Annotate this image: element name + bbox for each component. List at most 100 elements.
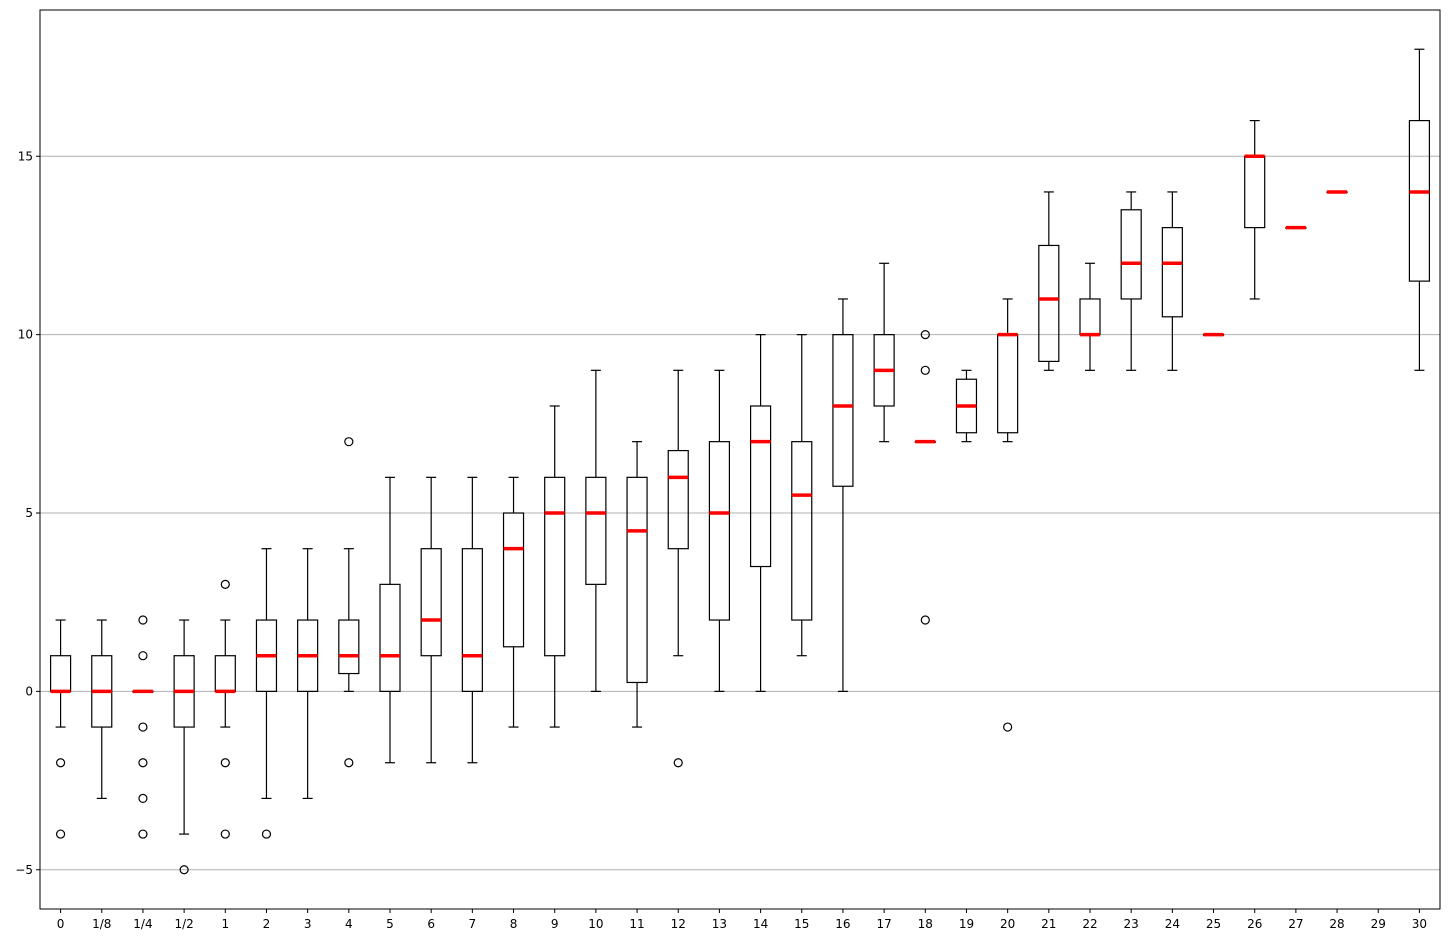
x-tick-label: 6	[427, 917, 435, 931]
box-10	[585, 369, 607, 692]
box-body	[544, 476, 566, 657]
box-body	[1408, 119, 1431, 282]
box-13	[708, 369, 731, 692]
box-body	[791, 441, 813, 621]
box-18	[914, 330, 936, 625]
outlier-point	[220, 829, 230, 839]
box-0	[49, 619, 72, 839]
box-9	[544, 405, 566, 728]
box-body	[626, 476, 648, 684]
box-26	[1244, 119, 1266, 300]
box-3	[297, 548, 319, 800]
outlier-point	[179, 865, 189, 875]
x-tick-label: 15	[794, 917, 809, 931]
x-tick-label: 27	[1288, 917, 1303, 931]
x-tick-label: 5	[386, 917, 394, 931]
outlier-point	[55, 829, 66, 839]
box-body	[49, 655, 72, 692]
x-tick-label: 22	[1082, 917, 1097, 931]
y-tick-label: 0	[25, 684, 33, 698]
box-24	[1161, 191, 1183, 371]
box-5	[379, 476, 401, 764]
x-tick-label: 30	[1412, 917, 1427, 931]
box-7	[461, 476, 483, 764]
box-25	[1202, 332, 1225, 337]
box-body	[1038, 244, 1060, 362]
box-22	[1079, 262, 1101, 371]
outlier-point	[138, 722, 148, 732]
axes	[39, 9, 1441, 910]
x-tick-label: 1	[221, 917, 229, 931]
box-21	[1038, 191, 1060, 371]
y-tick-label: −5	[15, 863, 33, 877]
x-tick-label: 10	[588, 917, 603, 931]
box-19	[955, 369, 978, 443]
box-body	[1161, 227, 1183, 318]
box-body	[461, 548, 483, 692]
box-16	[832, 298, 854, 692]
x-tick-label: 12	[671, 917, 686, 931]
outlier-point	[920, 330, 930, 340]
box-body	[214, 655, 236, 692]
box-body	[585, 476, 607, 585]
outlier-point	[1003, 722, 1013, 732]
box-body	[708, 441, 731, 621]
outlier-point	[920, 615, 930, 625]
outlier-point	[673, 758, 683, 768]
box-17	[873, 262, 895, 443]
box-body	[1244, 155, 1266, 229]
x-tick-label: 11	[629, 917, 644, 931]
plot-frame	[39, 9, 1441, 910]
x-tick-label: 21	[1041, 917, 1056, 931]
x-tick-label: 1/4	[133, 917, 152, 931]
outlier-point	[138, 758, 148, 768]
outlier-point	[138, 793, 148, 804]
box-body	[379, 583, 401, 692]
x-tick-label: 4	[345, 917, 353, 931]
box-20	[997, 298, 1019, 732]
x-tick-label: 28	[1329, 917, 1344, 931]
box-1/2	[173, 619, 195, 875]
box-body	[1079, 298, 1101, 336]
box-12	[667, 369, 689, 768]
y-tick-label: 10	[18, 328, 33, 342]
x-tick-label: 14	[753, 917, 768, 931]
x-tick-label: 2	[263, 917, 271, 931]
x-tick-label: 13	[712, 917, 727, 931]
x-tick-label: 18	[918, 917, 933, 931]
x-tick-label: 26	[1247, 917, 1262, 931]
x-tick-label: 20	[1000, 917, 1015, 931]
y-tick-label: 15	[18, 149, 33, 163]
outlier-point	[220, 758, 230, 768]
box-body	[667, 449, 689, 550]
y-axis-ticks: −5 0 5 10 15	[15, 149, 40, 877]
box-body	[832, 334, 854, 487]
box-body	[502, 512, 525, 648]
outlier-point	[55, 758, 66, 768]
box-6	[420, 476, 442, 764]
x-tick-label: 9	[551, 917, 559, 931]
box-27	[1285, 225, 1307, 230]
boxes	[49, 48, 1431, 875]
x-tick-label: 16	[835, 917, 850, 931]
box-body	[338, 619, 360, 675]
outlier-point	[261, 829, 272, 839]
outlier-point	[220, 579, 230, 589]
box-1	[214, 579, 236, 839]
outlier-point	[920, 365, 930, 375]
x-tick-label: 24	[1165, 917, 1180, 931]
box-4	[338, 437, 360, 768]
box-1/4	[132, 615, 154, 839]
box-28	[1326, 190, 1348, 194]
box-11	[626, 441, 648, 728]
box-14	[749, 334, 772, 692]
x-tick-label: 3	[304, 917, 312, 931]
box-8	[502, 476, 525, 728]
outlier-point	[138, 651, 148, 661]
box-body	[749, 405, 772, 568]
x-tick-label: 17	[876, 917, 891, 931]
outlier-point	[344, 758, 354, 768]
x-axis-ticks: 0 1/8 1/4 1/2 1 2 3 4 5 6 7 8 9 10 11 12 13 14 15 16 17 18 19 2…	[57, 909, 1427, 931]
